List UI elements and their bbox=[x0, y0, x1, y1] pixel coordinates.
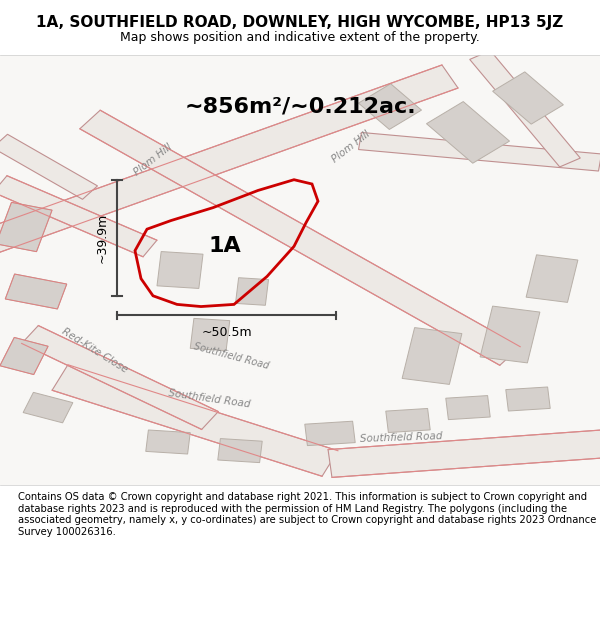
Bar bbox=[402, 328, 462, 384]
Bar bbox=[493, 72, 563, 124]
Bar bbox=[506, 387, 550, 411]
Text: Southfield Road: Southfield Road bbox=[192, 341, 269, 371]
Polygon shape bbox=[0, 134, 97, 199]
Bar bbox=[190, 318, 230, 351]
Bar bbox=[23, 392, 73, 423]
Bar bbox=[427, 102, 509, 163]
Polygon shape bbox=[359, 132, 600, 171]
Bar bbox=[0, 338, 48, 374]
Text: 1A: 1A bbox=[209, 236, 241, 256]
Text: Southfield Road: Southfield Road bbox=[360, 431, 443, 444]
Bar bbox=[0, 338, 48, 374]
Text: Red-Kite Close: Red-Kite Close bbox=[60, 327, 130, 375]
Bar bbox=[305, 421, 355, 446]
Bar bbox=[5, 274, 67, 309]
Text: ~50.5m: ~50.5m bbox=[201, 326, 252, 339]
Bar bbox=[526, 255, 578, 302]
Text: Plom Hill: Plom Hill bbox=[132, 142, 174, 177]
Bar bbox=[0, 202, 52, 252]
Text: 1A, SOUTHFIELD ROAD, DOWNLEY, HIGH WYCOMBE, HP13 5JZ: 1A, SOUTHFIELD ROAD, DOWNLEY, HIGH WYCOM… bbox=[37, 16, 563, 31]
Bar bbox=[386, 409, 430, 432]
Bar bbox=[480, 306, 540, 363]
Bar bbox=[5, 274, 67, 309]
Polygon shape bbox=[80, 110, 520, 365]
Text: ~39.9m: ~39.9m bbox=[95, 213, 109, 263]
Bar bbox=[235, 278, 269, 305]
Bar bbox=[218, 439, 262, 462]
Bar bbox=[157, 251, 203, 289]
Text: Southfield Road: Southfield Road bbox=[168, 388, 251, 409]
Bar bbox=[358, 84, 422, 129]
Bar bbox=[446, 396, 490, 419]
Text: Map shows position and indicative extent of the property.: Map shows position and indicative extent… bbox=[120, 31, 480, 44]
Polygon shape bbox=[0, 176, 157, 257]
Bar bbox=[146, 430, 190, 454]
Polygon shape bbox=[52, 365, 338, 476]
Polygon shape bbox=[22, 326, 218, 429]
Polygon shape bbox=[470, 51, 580, 167]
Polygon shape bbox=[0, 65, 458, 260]
Text: ~856m²/~0.212ac.: ~856m²/~0.212ac. bbox=[184, 97, 416, 117]
Text: Plom Hill: Plom Hill bbox=[330, 129, 372, 164]
Text: Contains OS data © Crown copyright and database right 2021. This information is : Contains OS data © Crown copyright and d… bbox=[18, 492, 596, 537]
Bar bbox=[0, 202, 52, 252]
Polygon shape bbox=[328, 428, 600, 478]
